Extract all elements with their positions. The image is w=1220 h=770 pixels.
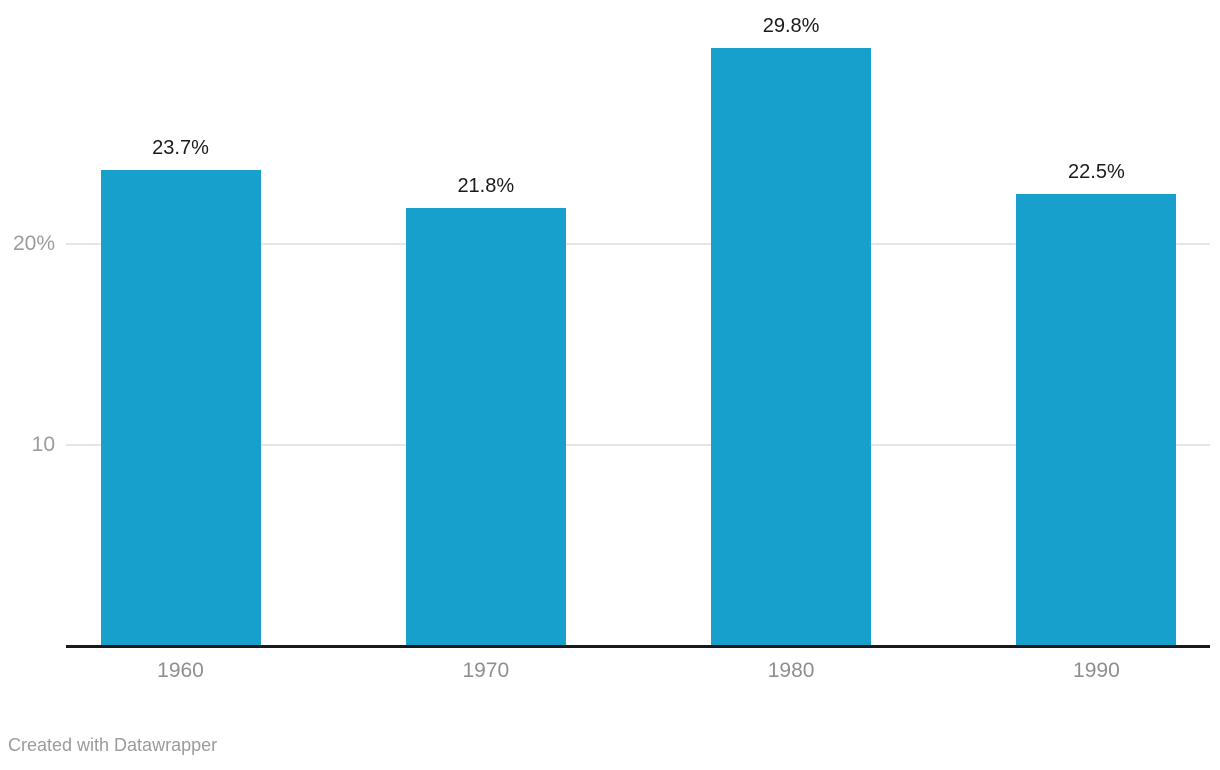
y-axis-tick-label: 10 [31, 433, 55, 457]
gridline [66, 444, 1210, 447]
x-axis-label: 1970 [462, 659, 510, 682]
y-axis-tick-label: 20% [12, 232, 55, 256]
x-axis-label: 1980 [767, 659, 815, 682]
x-axis-label: 1990 [1073, 659, 1120, 682]
gridline [66, 243, 1210, 246]
value-label: 22.5% [1068, 161, 1125, 184]
value-label: 29.8% [762, 14, 820, 37]
bar-1980 [711, 47, 872, 646]
datawrapper-credit: Created with Datawrapper [8, 735, 218, 755]
value-label: 21.8% [457, 175, 515, 198]
bar-1960 [100, 170, 261, 646]
x-axis-label: 1960 [157, 659, 204, 682]
bar-1970 [405, 208, 566, 646]
x-axis-line [66, 645, 1210, 648]
bar-1990 [1016, 194, 1177, 646]
value-label: 23.7% [152, 137, 209, 160]
